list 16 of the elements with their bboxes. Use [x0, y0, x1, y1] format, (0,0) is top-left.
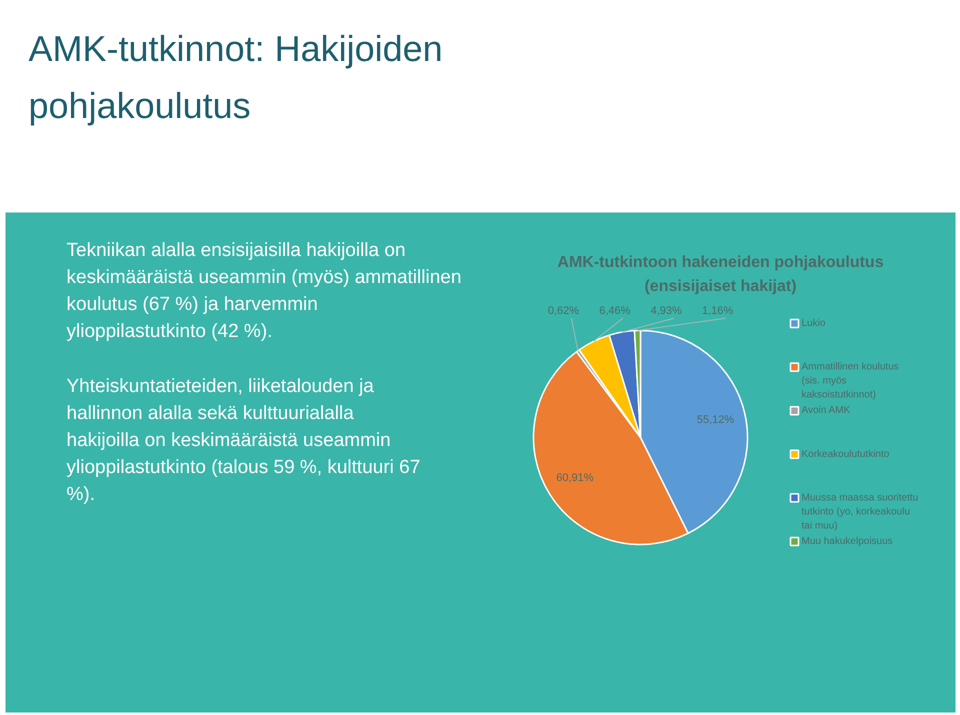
- legend-label: Muu hakukelpoisuus: [802, 536, 893, 547]
- data-label: 4,93%: [650, 305, 682, 318]
- data-label: 55,12%: [696, 414, 734, 426]
- legend-label: Avoin AMK: [802, 405, 851, 416]
- data-label: 1,16%: [702, 305, 734, 318]
- legend-label: Muussa maassa suoritettu tutkinto (yo, korkeakoulu tai muu): [802, 492, 918, 532]
- text: Tekniikan alalla ensisijaisilla hakijoilla on keskimääräistä useammin (myös) ammatillinen koulutus (67 %) ja harvemmin ylioppilastutkinto (42 %).: [66, 240, 462, 342]
- data-label: 6,46%: [599, 305, 631, 318]
- legend-label: Korkeakoulututkinto: [802, 448, 890, 460]
- legend-label: Ammatillinen koulutus (sis. myös kaksoistutkinnot): [802, 362, 899, 401]
- text: AMK-tutkinnot: Hakijoiden pohjakoulutus: [28, 28, 443, 126]
- chart-title: AMK-tutkintoon hakeneiden pohjakoulutus (ensisijaiset hakijat): [557, 254, 884, 295]
- data-label: 60,91%: [556, 472, 594, 484]
- data-label: 0,62%: [548, 305, 580, 318]
- text: Yhteiskuntatieteiden, liiketalouden ja hallinnon alalla sekä kulttuurialalla hakijoilla on keskimääräistä useammin ylioppilastutkinto (talous 59 %, kulttuuri 67 %).: [66, 376, 420, 505]
- legend-label: Lukio: [802, 318, 826, 329]
